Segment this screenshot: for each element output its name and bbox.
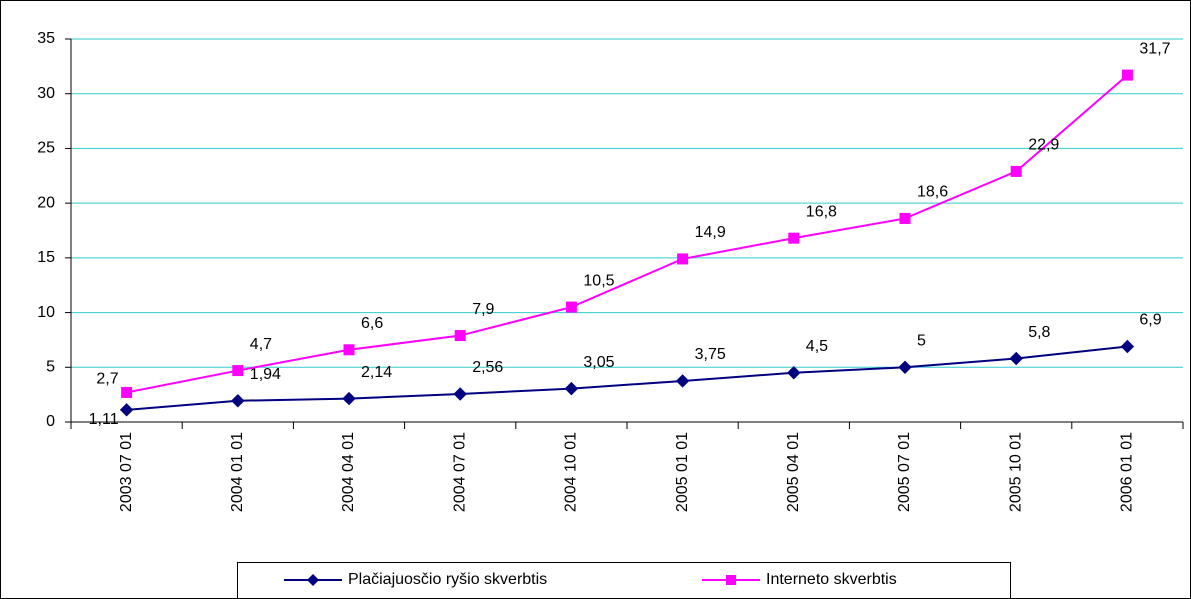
data-label: 16,8 xyxy=(806,203,837,220)
marker xyxy=(1120,339,1135,354)
x-tick-label: 2004 10 01 xyxy=(563,432,580,512)
y-tick-label: 5 xyxy=(46,359,55,376)
y-tick-label: 30 xyxy=(37,85,55,102)
marker xyxy=(788,232,800,244)
data-label: 5 xyxy=(917,333,926,350)
marker xyxy=(454,330,466,342)
data-label: 2,56 xyxy=(472,359,503,376)
marker xyxy=(453,387,467,401)
legend-marker xyxy=(726,575,736,585)
legend-marker xyxy=(307,574,319,586)
y-tick-label: 0 xyxy=(46,413,55,430)
data-label: 2,7 xyxy=(96,371,118,388)
marker xyxy=(787,366,801,380)
data-label: 18,6 xyxy=(917,184,948,201)
legend-label: Interneto skverbtis xyxy=(766,571,897,588)
x-tick-label: 2005 04 01 xyxy=(785,432,802,512)
data-label: 1,11 xyxy=(89,411,119,428)
marker xyxy=(342,391,356,406)
x-tick-label: 2005 10 01 xyxy=(1007,432,1024,512)
marker xyxy=(899,212,911,224)
y-tick-label: 10 xyxy=(37,304,55,321)
marker xyxy=(231,394,245,408)
marker xyxy=(121,386,133,398)
marker xyxy=(343,344,355,356)
y-tick-label: 20 xyxy=(37,194,55,211)
data-label: 31,7 xyxy=(1139,40,1170,57)
x-tick-label: 2005 01 01 xyxy=(674,432,691,512)
marker xyxy=(565,301,577,313)
marker xyxy=(564,381,579,396)
y-tick-label: 35 xyxy=(37,30,55,47)
data-label: 10,5 xyxy=(583,272,614,289)
y-tick-label: 25 xyxy=(37,140,55,157)
data-label: 2,14 xyxy=(361,364,392,381)
x-tick-label: 2006 01 01 xyxy=(1119,432,1136,512)
data-label: 1,94 xyxy=(250,366,281,383)
marker xyxy=(1121,69,1133,81)
data-label: 5,8 xyxy=(1028,324,1050,341)
marker xyxy=(675,374,690,388)
legend-box xyxy=(237,562,1011,599)
data-label: 7,9 xyxy=(472,301,494,318)
x-tick-label: 2005 07 01 xyxy=(896,432,913,512)
legend-label: Plačiajuosčio ryšio skverbtis xyxy=(348,571,547,588)
data-label: 22,9 xyxy=(1028,137,1059,154)
marker xyxy=(898,360,912,374)
series-line xyxy=(126,345,1128,411)
marker xyxy=(232,365,244,377)
data-label: 6,6 xyxy=(361,315,383,332)
marker xyxy=(119,403,134,417)
y-tick-label: 15 xyxy=(37,249,55,266)
data-label: 3,75 xyxy=(695,346,726,363)
marker xyxy=(677,253,689,265)
data-label: 4,5 xyxy=(806,338,828,355)
marker xyxy=(1009,351,1023,366)
marker xyxy=(1010,165,1022,177)
x-tick-label: 2004 01 01 xyxy=(229,432,246,512)
series-line xyxy=(126,74,1129,394)
data-label: 6,9 xyxy=(1139,312,1161,329)
x-tick-label: 2003 07 01 xyxy=(118,432,135,512)
data-label: 3,05 xyxy=(583,354,614,371)
x-tick-label: 2004 04 01 xyxy=(340,432,357,512)
data-label: 14,9 xyxy=(695,224,726,241)
data-label: 4,7 xyxy=(250,336,272,353)
x-tick-label: 2004 07 01 xyxy=(451,432,468,512)
